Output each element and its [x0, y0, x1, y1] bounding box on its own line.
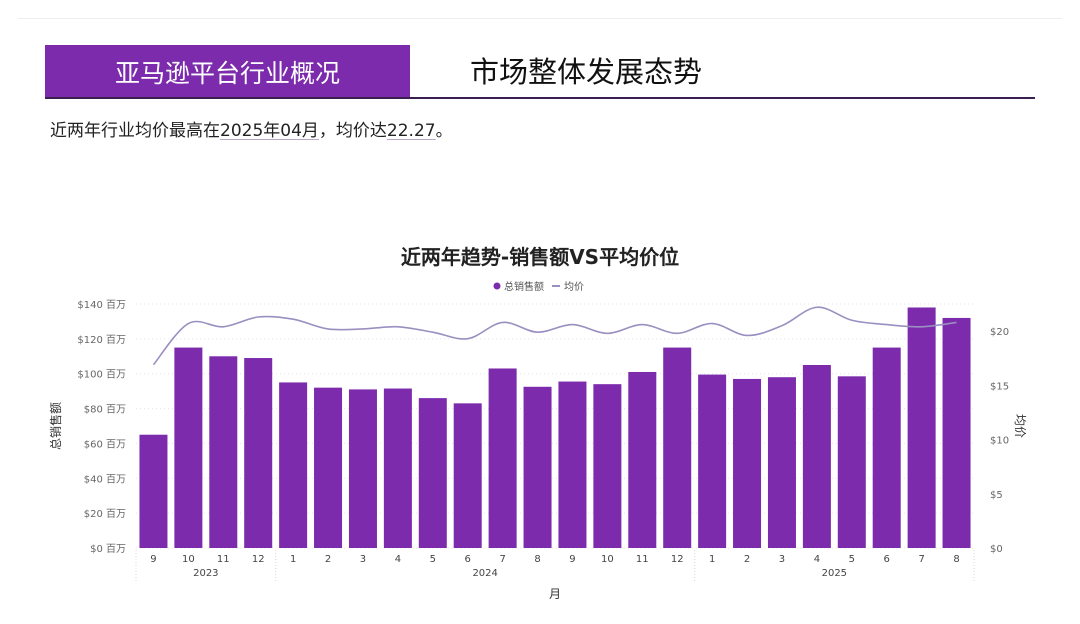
- x-tick-month: 8: [534, 554, 540, 565]
- summary-prefix: 近两年行业均价最高在: [50, 121, 220, 141]
- sales-bar: [767, 377, 796, 548]
- x-tick-month: 10: [601, 554, 614, 565]
- y-axis-title-right: 均价: [1013, 414, 1027, 438]
- sales-bar: [383, 388, 412, 548]
- section-label-text: 亚马逊平台行业概况: [114, 58, 340, 88]
- sales-bar: [558, 381, 587, 548]
- x-tick-month: 2: [325, 554, 331, 565]
- y-tick-left: $60 百万: [84, 438, 126, 450]
- y-tick-left: $40 百万: [84, 473, 126, 485]
- x-tick-month: 1: [709, 554, 715, 565]
- sales-bar: [209, 356, 238, 548]
- y-axis-title-left: 总销售额: [48, 402, 63, 450]
- x-tick-month: 5: [430, 554, 436, 565]
- avg-price-line: [152, 306, 957, 366]
- x-tick-month: 3: [779, 554, 785, 565]
- x-tick-month: 4: [395, 554, 401, 565]
- x-tick-month: 7: [918, 554, 924, 565]
- x-tick-month: 11: [636, 554, 649, 565]
- sales-bar: [663, 347, 692, 548]
- x-tick-month: 9: [569, 554, 575, 565]
- section-label: 亚马逊平台行业概况: [45, 45, 410, 98]
- header-divider: [45, 97, 1035, 99]
- y-tick-right: $20: [990, 327, 1009, 338]
- x-tick-year: 2024: [472, 568, 497, 579]
- summary-text: 近两年行业均价最高在2025年04月，均价达22.27。: [50, 116, 453, 141]
- sales-bar: [453, 403, 482, 548]
- sales-bar: [174, 347, 203, 548]
- sales-bar: [279, 382, 308, 548]
- sales-bar: [593, 384, 622, 548]
- summary-peak-value: 22.27: [386, 121, 436, 141]
- y-tick-right: $10: [990, 436, 1009, 447]
- sales-bar: [348, 389, 377, 548]
- x-tick-month: 5: [849, 554, 855, 565]
- x-axis-title: 月: [549, 587, 561, 601]
- y-tick-left: $20 百万: [84, 508, 126, 520]
- x-tick-month: 6: [465, 554, 471, 565]
- sales-bar: [488, 368, 517, 548]
- x-tick-month: 10: [182, 554, 195, 565]
- y-tick-left: $0 百万: [90, 543, 126, 555]
- sales-bar: [802, 365, 831, 548]
- legend-label-price: 均价: [564, 281, 584, 293]
- x-tick-month: 3: [360, 554, 366, 565]
- sales-bar: [139, 434, 168, 548]
- y-tick-right: $5: [990, 490, 1003, 501]
- y-tick-right: $15: [990, 381, 1009, 392]
- sales-bar: [314, 387, 343, 548]
- x-tick-month: 11: [217, 554, 230, 565]
- chart-title: 近两年趋势-销售额VS平均价位: [400, 245, 680, 269]
- y-tick-left: $100 百万: [77, 369, 126, 381]
- summary-middle: ，均价达: [318, 121, 387, 141]
- x-tick-month: 12: [252, 554, 265, 565]
- y-tick-left: $140 百万: [77, 299, 126, 311]
- sales-bar: [698, 374, 727, 548]
- y-tick-left: $80 百万: [84, 404, 126, 416]
- sales-bar: [872, 347, 901, 548]
- summary-peak-month: 2025年04月: [220, 121, 319, 141]
- y-tick-left: $120 百万: [77, 334, 126, 346]
- top-divider: [18, 18, 1062, 19]
- sales-bar: [418, 398, 447, 548]
- x-tick-month: 9: [150, 554, 156, 565]
- x-tick-month: 4: [814, 554, 820, 565]
- sales-bar: [733, 378, 762, 548]
- legend-label-sales: 总销售额: [504, 280, 544, 293]
- y-tick-right: $0: [990, 544, 1003, 555]
- x-tick-month: 2: [744, 554, 750, 565]
- x-tick-month: 6: [884, 554, 890, 565]
- sales-bar: [907, 307, 936, 548]
- x-tick-month: 8: [953, 554, 959, 565]
- x-tick-month: 1: [290, 554, 296, 565]
- x-tick-year: 2023: [193, 568, 218, 579]
- summary-suffix: 。: [435, 121, 453, 141]
- sales-bar: [628, 371, 657, 548]
- x-tick-month: 12: [671, 554, 684, 565]
- legend-marker-sales: [493, 282, 501, 290]
- sales-bar: [523, 386, 552, 548]
- sales-bar: [244, 358, 273, 548]
- sales-bar: [837, 376, 866, 548]
- page-title: 市场整体发展态势: [470, 55, 703, 89]
- x-tick-month: 7: [499, 554, 505, 565]
- x-tick-year: 2025: [822, 568, 847, 579]
- sales-bar: [942, 317, 971, 548]
